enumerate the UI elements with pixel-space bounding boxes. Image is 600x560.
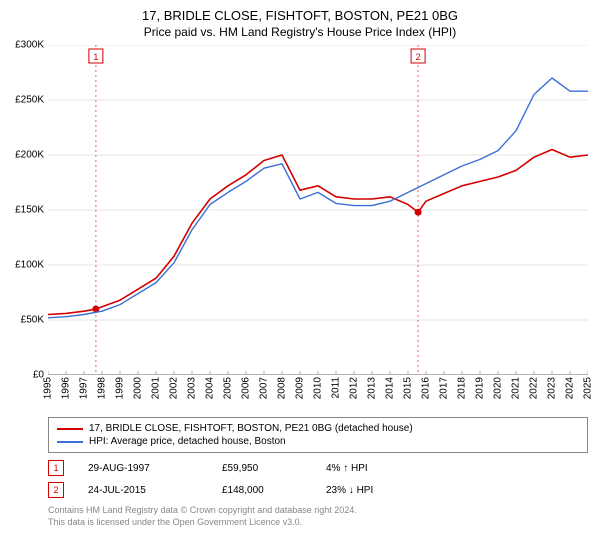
x-tick-label: 1995 [43, 377, 54, 399]
legend-swatch-property [57, 428, 83, 430]
x-tick-label: 2023 [547, 377, 558, 399]
x-tick-label: 2024 [565, 377, 576, 399]
x-tick-label: 2007 [259, 377, 270, 399]
x-tick-label: 2000 [133, 377, 144, 399]
x-tick-label: 2012 [349, 377, 360, 399]
x-tick-label: 2013 [367, 377, 378, 399]
x-tick-label: 2014 [385, 377, 396, 399]
y-tick-label: £100K [15, 260, 44, 271]
x-tick-label: 2002 [169, 377, 180, 399]
marker-price-1: £59,950 [222, 463, 302, 474]
chart-title-main: 17, BRIDLE CLOSE, FISHTOFT, BOSTON, PE21… [0, 0, 600, 23]
chart-plot-area: 12 £0£50K£100K£150K£200K£250K£300K [48, 45, 588, 375]
marker-price-2: £148,000 [222, 485, 302, 496]
x-tick-label: 1997 [79, 377, 90, 399]
x-tick-label: 2016 [421, 377, 432, 399]
legend-label-property: 17, BRIDLE CLOSE, FISHTOFT, BOSTON, PE21… [89, 423, 413, 434]
marker-row-1: 1 29-AUG-1997 £59,950 4% ↑ HPI [48, 457, 588, 479]
legend-swatch-hpi [57, 441, 83, 443]
y-tick-label: £250K [15, 95, 44, 106]
y-tick-label: £50K [21, 315, 44, 326]
x-tick-label: 2022 [529, 377, 540, 399]
marker-badge-2: 2 [48, 482, 64, 498]
x-tick-label: 2019 [475, 377, 486, 399]
svg-text:2: 2 [416, 52, 421, 62]
x-tick-label: 2009 [295, 377, 306, 399]
chart-svg: 12 [48, 45, 588, 375]
x-tick-label: 2015 [403, 377, 414, 399]
x-tick-label: 1996 [61, 377, 72, 399]
x-tick-label: 2018 [457, 377, 468, 399]
marker-badge-1: 1 [48, 460, 64, 476]
marker-date-2: 24-JUL-2015 [88, 485, 198, 496]
x-tick-label: 2025 [583, 377, 594, 399]
attribution: Contains HM Land Registry data © Crown c… [48, 505, 588, 528]
marker-row-2: 2 24-JUL-2015 £148,000 23% ↓ HPI [48, 479, 588, 501]
y-tick-label: £150K [15, 205, 44, 216]
svg-text:1: 1 [93, 52, 98, 62]
x-tick-label: 1999 [115, 377, 126, 399]
x-tick-label: 2001 [151, 377, 162, 399]
legend-label-hpi: HPI: Average price, detached house, Bost… [89, 436, 286, 447]
x-tick-label: 2004 [205, 377, 216, 399]
x-tick-label: 1998 [97, 377, 108, 399]
y-tick-label: £300K [15, 40, 44, 51]
x-tick-label: 2003 [187, 377, 198, 399]
x-tick-label: 2017 [439, 377, 450, 399]
marker-pct-2: 23% ↓ HPI [326, 485, 416, 496]
attribution-line2: This data is licensed under the Open Gov… [48, 517, 588, 529]
legend-row-property: 17, BRIDLE CLOSE, FISHTOFT, BOSTON, PE21… [57, 422, 579, 435]
chart-title-sub: Price paid vs. HM Land Registry's House … [0, 23, 600, 45]
attribution-line1: Contains HM Land Registry data © Crown c… [48, 505, 588, 517]
y-tick-label: £200K [15, 150, 44, 161]
x-tick-label: 2006 [241, 377, 252, 399]
x-tick-label: 2011 [331, 377, 342, 399]
x-tick-label: 2010 [313, 377, 324, 399]
legend-row-hpi: HPI: Average price, detached house, Bost… [57, 435, 579, 448]
legend: 17, BRIDLE CLOSE, FISHTOFT, BOSTON, PE21… [48, 417, 588, 453]
marker-date-1: 29-AUG-1997 [88, 463, 198, 474]
x-tick-label: 2008 [277, 377, 288, 399]
x-tick-label: 2005 [223, 377, 234, 399]
x-tick-label: 2021 [511, 377, 522, 399]
x-tick-label: 2020 [493, 377, 504, 399]
marker-pct-1: 4% ↑ HPI [326, 463, 416, 474]
markers-table: 1 29-AUG-1997 £59,950 4% ↑ HPI 2 24-JUL-… [48, 457, 588, 501]
x-axis-labels: 1995199619971998199920002001200220032004… [48, 375, 588, 411]
